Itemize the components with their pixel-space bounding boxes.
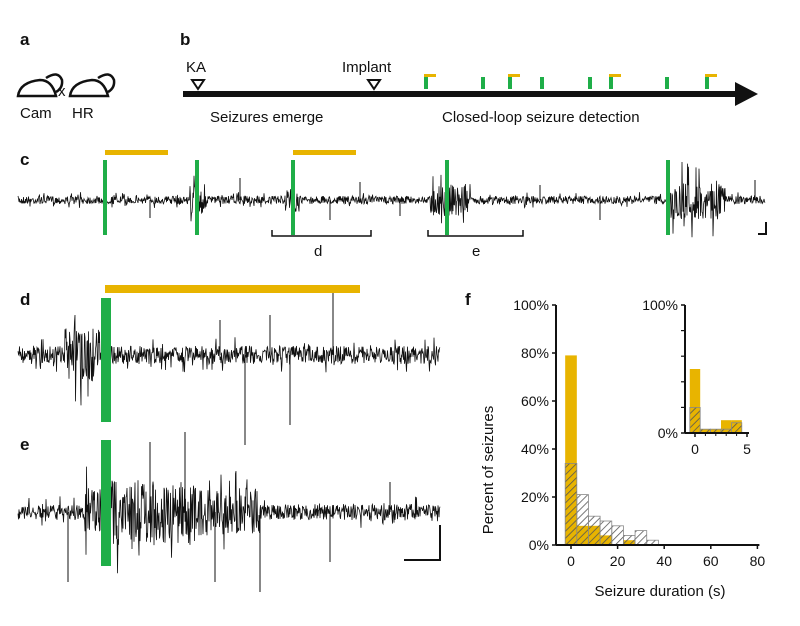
panel-label-d: d: [20, 290, 30, 309]
mouse-label-cam: Cam: [20, 105, 52, 122]
stimulation-bar: [105, 150, 168, 155]
stimulation-marker: [424, 74, 436, 77]
stimulation-bar-d: [105, 285, 360, 293]
scale-bar-e: [404, 525, 441, 561]
trace-line: [17, 161, 766, 238]
detection-marker: [508, 77, 512, 89]
bar-control: [731, 422, 743, 434]
phase-seizures-emerge: Seizures emerge: [210, 109, 323, 126]
detection-marker: [445, 160, 449, 235]
scale-bar-c: [758, 222, 767, 235]
trace-line: [17, 466, 441, 574]
bar-closed-loop: [565, 355, 577, 545]
ka-label: KA: [186, 59, 206, 76]
ka-marker-icon: [190, 79, 206, 91]
y-tick-label: 100%: [642, 297, 678, 313]
phase-closed-loop: Closed-loop seizure detection: [442, 109, 640, 126]
panel-label-b: b: [180, 30, 190, 49]
mouse-icon-cam: [16, 73, 64, 98]
cross-symbol: x: [58, 83, 66, 100]
bar-control: [599, 520, 613, 546]
mouse-label-hr: HR: [72, 105, 94, 122]
detection-markers: [424, 74, 717, 89]
detection-markers-c: [103, 150, 670, 235]
panel-label-a: a: [20, 30, 30, 49]
bar-control: [576, 494, 589, 546]
detection-marker: [665, 77, 669, 89]
bar-control: [564, 462, 578, 546]
detection-marker: [195, 160, 199, 235]
bar-control: [634, 530, 648, 546]
bracket-label-d: d: [314, 243, 322, 260]
y-tick-label: 100%: [513, 297, 549, 313]
x-tick-label: 20: [610, 553, 626, 569]
panel-label-c: c: [20, 150, 29, 169]
bracket-d: [271, 230, 372, 237]
bar-control: [689, 406, 701, 434]
x-axis-label: Seizure duration (s): [595, 583, 726, 600]
trace-line: [17, 314, 441, 406]
y-tick-label: 0%: [529, 537, 549, 553]
histogram-inset: 0% 100% 0 5: [642, 297, 751, 457]
eeg-trace-d: [17, 290, 441, 445]
bar-closed-loop: [721, 420, 732, 433]
y-tick-label: 40%: [521, 441, 549, 457]
stimulation-marker: [705, 74, 717, 77]
detection-marker-e: [101, 440, 111, 566]
x-tick-label: 60: [703, 553, 719, 569]
panel-label-f: f: [465, 290, 471, 309]
detection-marker: [481, 77, 485, 89]
stimulation-bar: [293, 150, 356, 155]
detection-marker: [540, 77, 544, 89]
bar-control: [588, 515, 601, 546]
eeg-trace-e: [17, 432, 441, 592]
stimulation-marker: [508, 74, 520, 77]
y-tick-label: 60%: [521, 393, 549, 409]
bracket-label-e: e: [472, 243, 480, 260]
detection-marker: [588, 77, 592, 89]
detection-marker: [291, 160, 295, 235]
implant-marker-icon: [366, 79, 382, 91]
detection-marker: [424, 77, 428, 89]
panel-label-e: e: [20, 435, 29, 454]
y-tick-label: 80%: [521, 345, 549, 361]
detection-marker: [666, 160, 670, 235]
detection-marker: [103, 160, 107, 235]
y-tick-label: 20%: [521, 489, 549, 505]
x-tick-label: 0: [691, 441, 699, 457]
y-tick-label: 0%: [658, 425, 678, 441]
bar-closed-loop: [689, 369, 701, 433]
y-axis-label: Percent of seizures: [480, 406, 497, 534]
bracket-e: [427, 230, 524, 237]
implant-label: Implant: [342, 59, 392, 76]
detection-marker: [705, 77, 709, 89]
histogram-main: 0% 20% 40% 60% 80% 100% 0 20 40 60 80: [513, 297, 765, 569]
bar-control: [623, 535, 636, 546]
stimulation-marker: [609, 74, 621, 77]
arrow-head-icon: [735, 82, 758, 106]
x-tick-label: 5: [743, 441, 751, 457]
eeg-trace-c: [17, 161, 766, 238]
mouse-icon-hr: [68, 73, 116, 98]
x-tick-label: 0: [567, 553, 575, 569]
detection-marker: [609, 77, 613, 89]
detection-marker-d: [101, 298, 111, 422]
bar-control: [611, 525, 624, 546]
x-tick-label: 40: [656, 553, 672, 569]
x-tick-label: 80: [750, 553, 766, 569]
